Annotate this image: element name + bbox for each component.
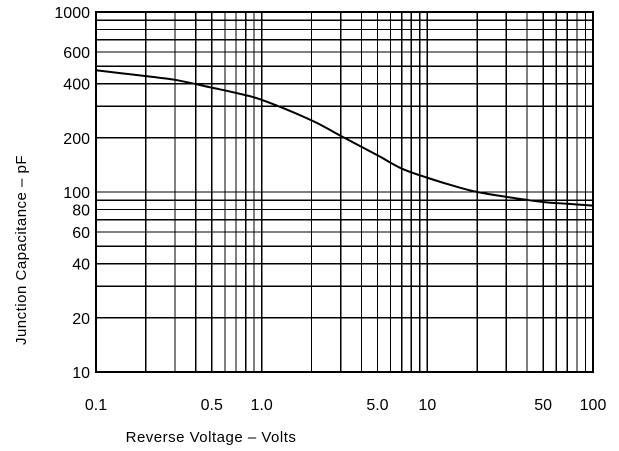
tick-labels: 0.1 0.5 1.0 5.0 10 50 100100060040020010080604… (54, 5, 606, 414)
x-tick-label: 50 (534, 397, 552, 414)
y-tick-label: 600 (63, 45, 90, 62)
y-tick-label: 100 (63, 185, 90, 202)
y-tick-label: 10 (72, 365, 90, 382)
x-tick-label: 0.5 (201, 397, 223, 414)
y-tick-label: 40 (72, 257, 90, 274)
y-tick-label: 80 (72, 202, 90, 219)
series-layer (95, 69, 594, 207)
y-tick-label: 20 (72, 311, 90, 328)
y-tick-label: 60 (72, 225, 90, 242)
y-tick-label: 1000 (54, 5, 90, 22)
y-axis-title: Junction Capacitance – pF (13, 155, 30, 345)
x-tick-label: 100 (580, 397, 607, 414)
x-tick-label: 5.0 (366, 397, 388, 414)
x-tick-label: 0.1 (85, 397, 107, 414)
grid-lines (95, 11, 594, 373)
y-tick-label: 400 (63, 77, 90, 94)
x-tick-label: 1.0 (251, 397, 273, 414)
capacitance-curve (95, 69, 594, 207)
x-tick-label: 10 (418, 397, 436, 414)
x-axis-title: Reverse Voltage – Volts (126, 429, 297, 446)
y-tick-label: 200 (63, 131, 90, 148)
plot-frame (95, 11, 594, 373)
